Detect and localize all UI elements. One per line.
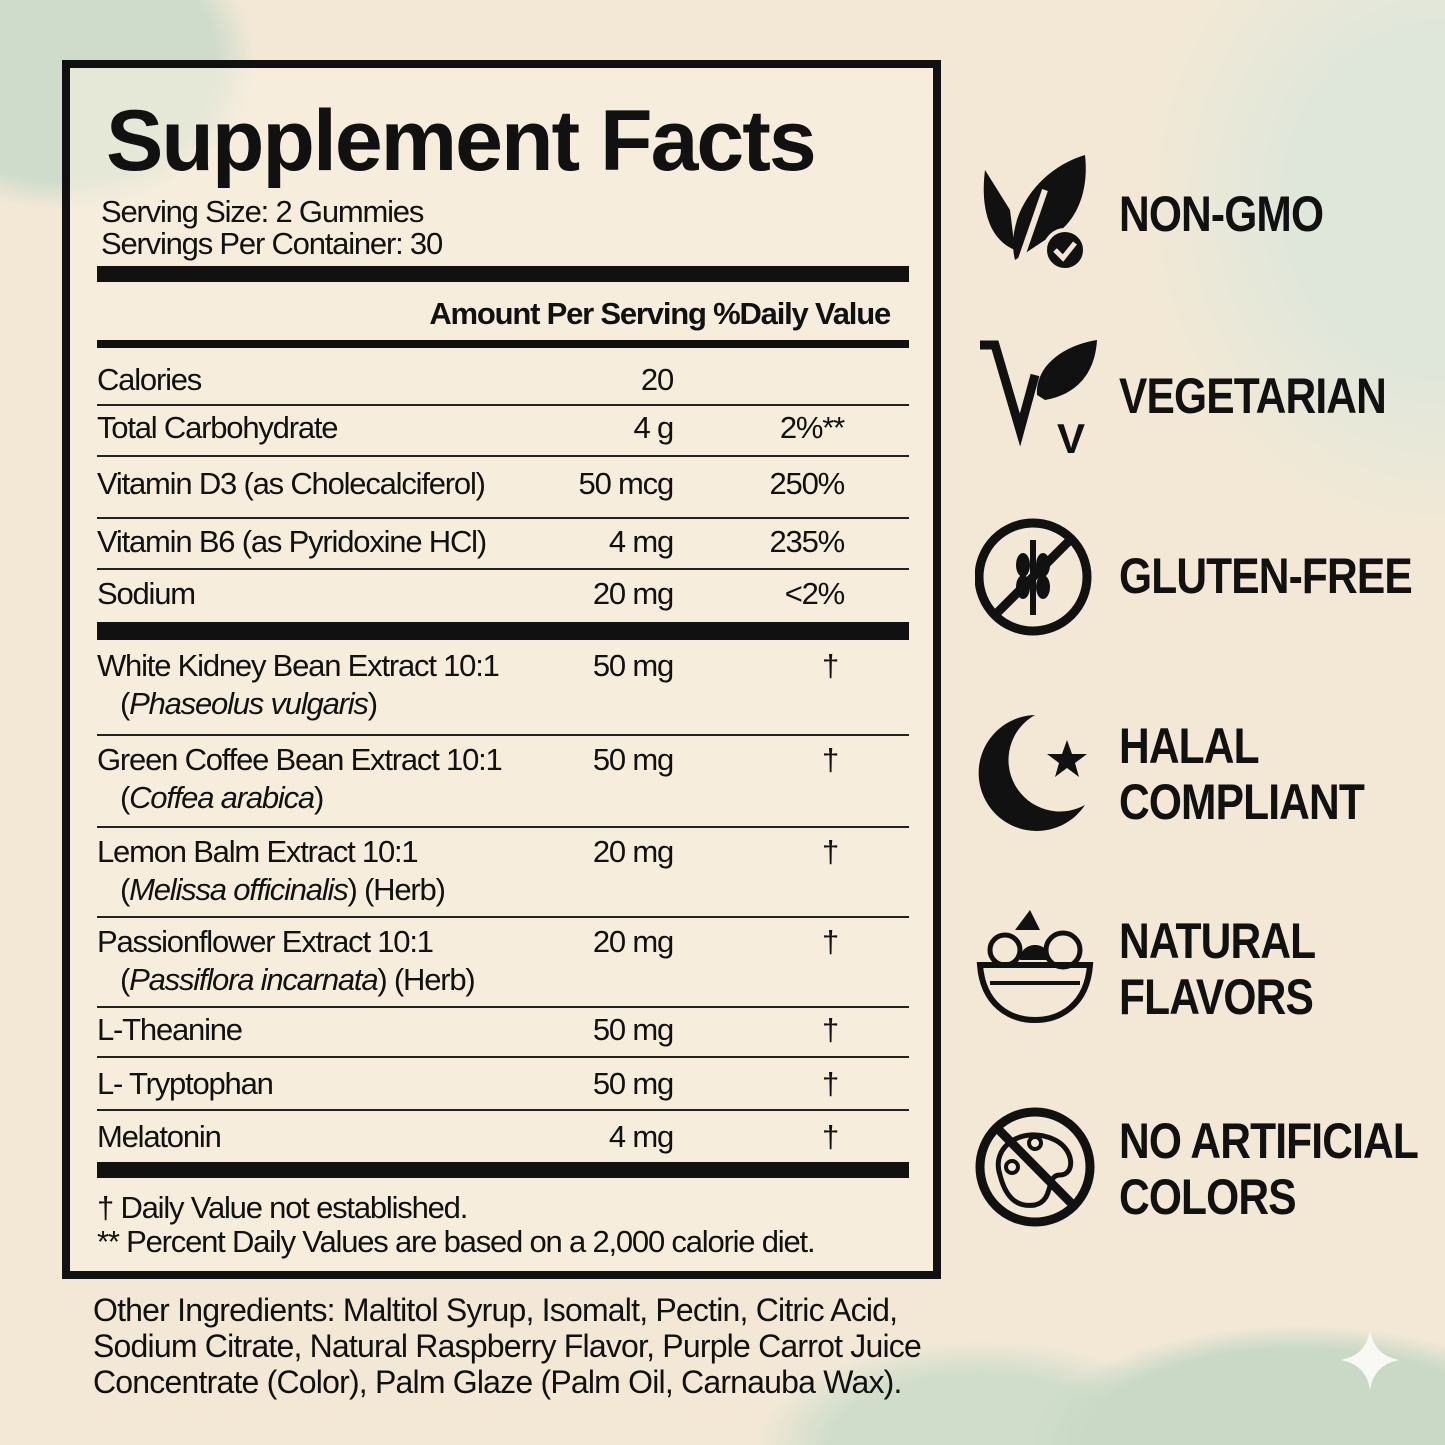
no-wheat-icon [975, 518, 1092, 636]
ingredient-name: Lemon Balm Extract 10:1 [97, 834, 419, 869]
badge-label: GLUTEN-FREE [1119, 548, 1413, 604]
row-divider [97, 916, 909, 918]
footnote-daily-values: ** Percent Daily Values are based on a 2… [97, 1224, 816, 1259]
ingredient-amount: 4 mg [608, 1119, 674, 1154]
fruit-bowl-icon [976, 910, 1094, 1024]
badge-halal: HALAL COMPLIANT [975, 710, 1435, 840]
nutrient-daily-value: 250% [769, 466, 846, 501]
nutrient-amount: 4 g [633, 410, 675, 445]
ingredient-name: Green Coffee Bean Extract 10:1 [97, 742, 503, 777]
divider-thick [97, 266, 909, 282]
badge-label: NO ARTIFICIAL [1119, 1113, 1419, 1169]
badge-natural-flavors: NATURAL FLAVORS [975, 905, 1435, 1035]
daily-value-dagger: † [822, 834, 839, 869]
row-divider [97, 1006, 909, 1008]
nutrient-daily-value: <2% [784, 576, 846, 611]
nutrient-name: Sodium [97, 576, 196, 611]
other-ingredients: Other Ingredients: Maltitol Syrup, Isoma… [93, 1292, 922, 1400]
badge-label: FLAVORS [1119, 969, 1314, 1025]
leaf-check-icon [983, 155, 1087, 272]
row-divider [97, 568, 909, 570]
daily-value-dagger: † [822, 924, 839, 959]
badge-label: COLORS [1119, 1169, 1297, 1225]
nutrient-daily-value: 2%** [779, 410, 845, 445]
ingredient-name: L- Tryptophan [97, 1066, 274, 1101]
nutrient-amount: 20 mg [592, 576, 674, 611]
ingredient-latin-name: (Coffea arabica) [120, 780, 324, 815]
row-divider [97, 517, 909, 519]
nutrient-name: Total Carbohydrate [97, 410, 339, 445]
ingredient-name: L-Theanine [97, 1012, 243, 1047]
footnote-dagger: † Daily Value not established. [97, 1190, 468, 1225]
badge-label: NATURAL [1119, 913, 1316, 969]
latin-name: Passiflora incarnata [129, 962, 378, 997]
latin-suffix: (Herb) [386, 962, 476, 997]
divider [97, 340, 909, 348]
ingredient-name: Passionflower Extract 10:1 [97, 924, 434, 959]
row-divider [97, 455, 909, 457]
supplement-facts-panel: Supplement Facts Serving Size: 2 Gummies… [62, 60, 941, 1279]
daily-value-dagger: † [822, 1012, 839, 1047]
divider-thick [97, 622, 909, 640]
latin-name: Melissa officinalis [129, 872, 349, 907]
ingredient-amount: 50 mg [592, 1066, 674, 1101]
row-divider [97, 1109, 909, 1111]
badge-label: NON-GMO [1119, 186, 1324, 242]
nutrient-name: Vitamin B6 (as Pyridoxine HCl) [97, 524, 487, 559]
ingredient-latin-name: (Melissa officinalis) (Herb) [120, 872, 446, 907]
ingredient-amount: 20 mg [592, 834, 674, 869]
latin-name: Phaseolus vulgaris [129, 686, 369, 721]
row-divider [97, 404, 909, 406]
badge-label: HALAL [1119, 718, 1260, 774]
latin-suffix: (Herb) [356, 872, 446, 907]
ingredient-latin-name: (Passiflora incarnata) (Herb) [120, 962, 476, 997]
column-header: Amount Per Serving %Daily Value [429, 296, 891, 331]
no-palette-icon [975, 1107, 1095, 1227]
ingredient-amount: 20 mg [592, 924, 674, 959]
badge-vegetarian: V VEGETARIAN [975, 335, 1435, 465]
nutrient-name: Vitamin D3 (as Cholecalciferol) [97, 466, 486, 501]
nutrient-amount: 50 mcg [578, 466, 675, 501]
svg-text:V: V [1057, 415, 1085, 460]
badge-label: COMPLIANT [1119, 774, 1365, 830]
badge-non-gmo: NON-GMO [975, 150, 1435, 280]
daily-value-dagger: † [822, 1119, 839, 1154]
nutrient-amount: 4 mg [608, 524, 674, 559]
badge-label: VEGETARIAN [1119, 368, 1387, 424]
servings-per-container: Servings Per Container: 30 [101, 226, 443, 261]
daily-value-dagger: † [822, 648, 839, 683]
sparkle-icon [1340, 1330, 1400, 1390]
nutrient-name: Calories [97, 362, 202, 397]
badge-no-artificial-colors: NO ARTIFICIAL COLORS [975, 1105, 1435, 1235]
ingredient-amount: 50 mg [592, 648, 674, 683]
nutrient-daily-value: 235% [769, 524, 846, 559]
crescent-star-icon [978, 715, 1087, 831]
daily-value-dagger: † [822, 742, 839, 777]
row-divider [97, 826, 909, 828]
vegetarian-leaf-icon: V [980, 340, 1097, 460]
ingredient-amount: 50 mg [592, 742, 674, 777]
divider-thick [97, 1162, 909, 1178]
serving-size: Serving Size: 2 Gummies [101, 194, 424, 229]
row-divider [97, 734, 909, 736]
panel-title: Supplement Facts [106, 93, 817, 189]
latin-name: Coffea arabica [129, 780, 315, 815]
ingredient-amount: 50 mg [592, 1012, 674, 1047]
ingredient-name: Melatonin [97, 1119, 222, 1154]
nutrient-amount: 20 [640, 362, 674, 397]
row-divider [97, 1056, 909, 1058]
ingredient-latin-name: (Phaseolus vulgaris) [120, 686, 378, 721]
ingredient-name: White Kidney Bean Extract 10:1 [97, 648, 500, 683]
daily-value-dagger: † [822, 1066, 839, 1101]
badge-gluten-free: GLUTEN-FREE [975, 515, 1435, 645]
